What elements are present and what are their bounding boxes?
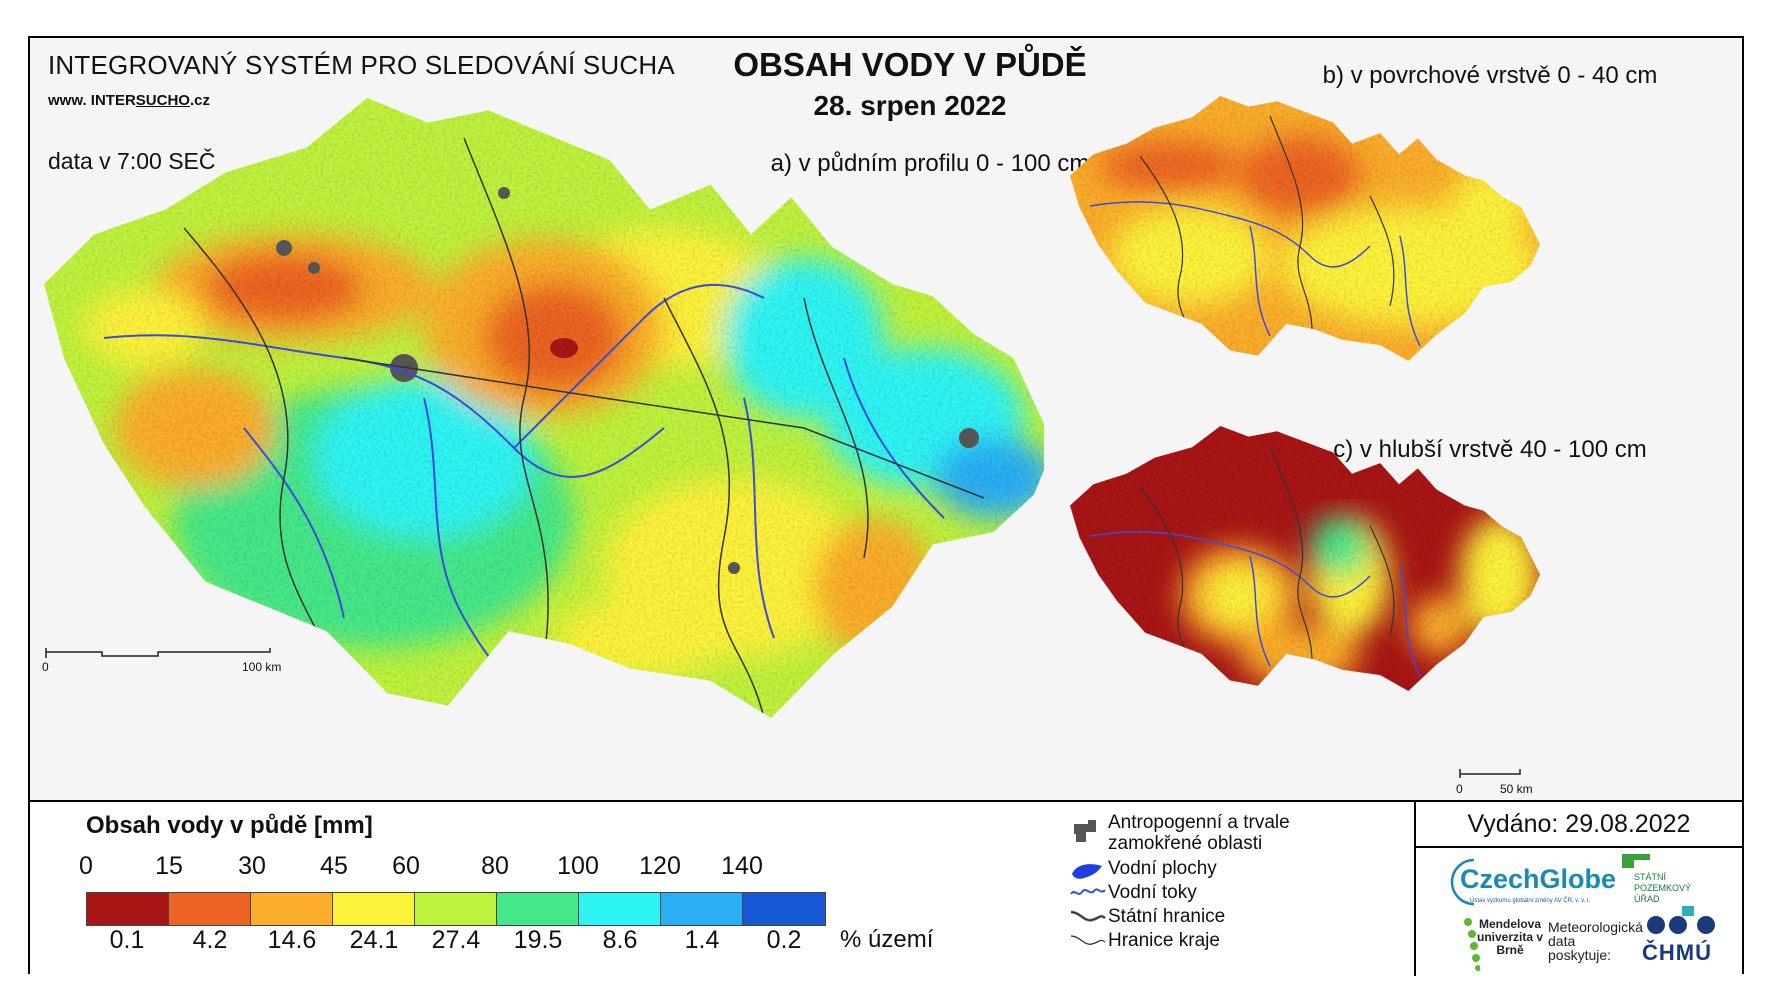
spu-logo-icon bbox=[1622, 854, 1694, 916]
map-c-scale-bar bbox=[1459, 769, 1521, 778]
legend-swatch bbox=[415, 893, 497, 925]
page-title: OBSAH VODY V PŮDĚ bbox=[733, 46, 1087, 83]
czechglobe-subtitle: Ústav výzkumu globální změny AV ČR, v. v… bbox=[1470, 898, 1591, 904]
legend-swatch bbox=[579, 893, 661, 925]
data-time: data v 7:00 SEČ bbox=[48, 148, 216, 174]
website-prefix: www. INTER bbox=[48, 92, 136, 109]
chmu-logo: ČHMÚ bbox=[1642, 940, 1712, 965]
map-a-caption: a) v půdním profilu 0 - 100 cm bbox=[770, 150, 1090, 177]
river-icon bbox=[1070, 888, 1106, 895]
legend-percent: 27.4 bbox=[431, 926, 481, 954]
legend-tick: 30 bbox=[238, 852, 266, 880]
legend-swatch bbox=[333, 893, 415, 925]
river-label: Vodní toky bbox=[1108, 882, 1197, 903]
urban-area-label: Antropogenní a trvale zamokřené oblasti bbox=[1108, 812, 1290, 854]
spu-logo: STÁTNÍ POZEMKOVÝ ÚŘAD bbox=[1634, 872, 1692, 904]
footer-divider bbox=[1414, 802, 1416, 976]
system-title: INTEGROVANÝ SYSTÉM PRO SLEDOVÁNÍ SUCHA bbox=[48, 50, 675, 80]
mendel-logo: Mendelova univerzita v Brně bbox=[1476, 917, 1544, 957]
map-b-caption: b) v povrchové vrstvě 0 - 40 cm bbox=[1322, 62, 1658, 89]
legend-tick: 15 bbox=[155, 852, 183, 880]
legend-tick: 80 bbox=[481, 852, 509, 880]
map-a-scale-bar bbox=[45, 648, 271, 658]
legend-tick: 140 bbox=[721, 852, 763, 880]
met-data-provider-label: Meteorologická data poskytuje: bbox=[1548, 919, 1643, 963]
state-border-label: Státní hranice bbox=[1108, 906, 1226, 927]
water-body-label: Vodní plochy bbox=[1108, 858, 1217, 879]
legend-percent-label: % území bbox=[840, 926, 934, 953]
legend-colorbar bbox=[86, 892, 826, 926]
region-border-icon bbox=[1070, 935, 1106, 945]
legend-tick: 0 bbox=[79, 852, 93, 880]
website-suffix: .cz bbox=[189, 92, 210, 109]
scale-c-end: 50 km bbox=[1500, 782, 1533, 796]
map-c-deeper-layer bbox=[1070, 426, 1540, 691]
map-c-caption: c) v hlubší vrstvě 40 - 100 cm bbox=[1333, 436, 1647, 463]
website-link[interactable]: www. INTERSUCHO.cz bbox=[48, 92, 210, 109]
state-border-icon bbox=[1070, 910, 1106, 922]
scale-a-end: 100 km bbox=[242, 660, 282, 674]
czechglobe-logo-icon bbox=[1450, 858, 1475, 906]
legend-title: Obsah vody v půdě [mm] bbox=[86, 812, 373, 839]
legend-tick: 45 bbox=[320, 852, 348, 880]
map-frame: INTEGROVANÝ SYSTÉM PRO SLEDOVÁNÍ SUCHA w… bbox=[28, 36, 1744, 976]
legend-percent: 8.6 bbox=[602, 926, 638, 954]
water-body-icon bbox=[1072, 864, 1102, 879]
scale-a-start: 0 bbox=[42, 660, 49, 674]
legend-tick: 100 bbox=[557, 852, 599, 880]
legend-percent: 1.4 bbox=[684, 926, 720, 954]
legend-percent: 24.1 bbox=[349, 926, 399, 954]
map-b-surface-layer bbox=[1070, 96, 1540, 361]
mendel-logo-icon bbox=[1464, 918, 1480, 971]
legend-percent: 14.6 bbox=[267, 926, 317, 954]
chmu-logo-icon bbox=[1647, 916, 1715, 934]
map-date: 28. srpen 2022 bbox=[813, 90, 1007, 121]
legend-percent: 19.5 bbox=[513, 926, 563, 954]
legend-swatch bbox=[661, 893, 743, 925]
map-a-soil-profile bbox=[44, 98, 1044, 718]
legend-tick: 120 bbox=[639, 852, 681, 880]
legend-tick: 60 bbox=[392, 852, 420, 880]
legend-panel: Obsah vody v půdě [mm] 0 15 30 45 60 80 … bbox=[30, 800, 1742, 976]
legend-swatch bbox=[169, 893, 251, 925]
legend-swatch bbox=[743, 893, 825, 925]
issued-date: Vydáno: 29.08.2022 bbox=[1467, 810, 1691, 838]
legend-percent: 4.2 bbox=[192, 926, 228, 954]
legend-swatch bbox=[87, 893, 169, 925]
legend-swatch bbox=[251, 893, 333, 925]
region-border-label: Hranice kraje bbox=[1108, 930, 1220, 951]
footer-divider-horizontal bbox=[1416, 846, 1742, 848]
urban-area-icon bbox=[1074, 820, 1096, 842]
czechglobe-logo: CzechGlobe bbox=[1460, 864, 1617, 894]
legend-swatch bbox=[497, 893, 579, 925]
scale-c-start: 0 bbox=[1456, 782, 1463, 796]
legend-percent: 0.2 bbox=[766, 926, 802, 954]
website-underlined: SUCHO bbox=[135, 92, 190, 109]
legend-percent: 0.1 bbox=[109, 926, 145, 954]
